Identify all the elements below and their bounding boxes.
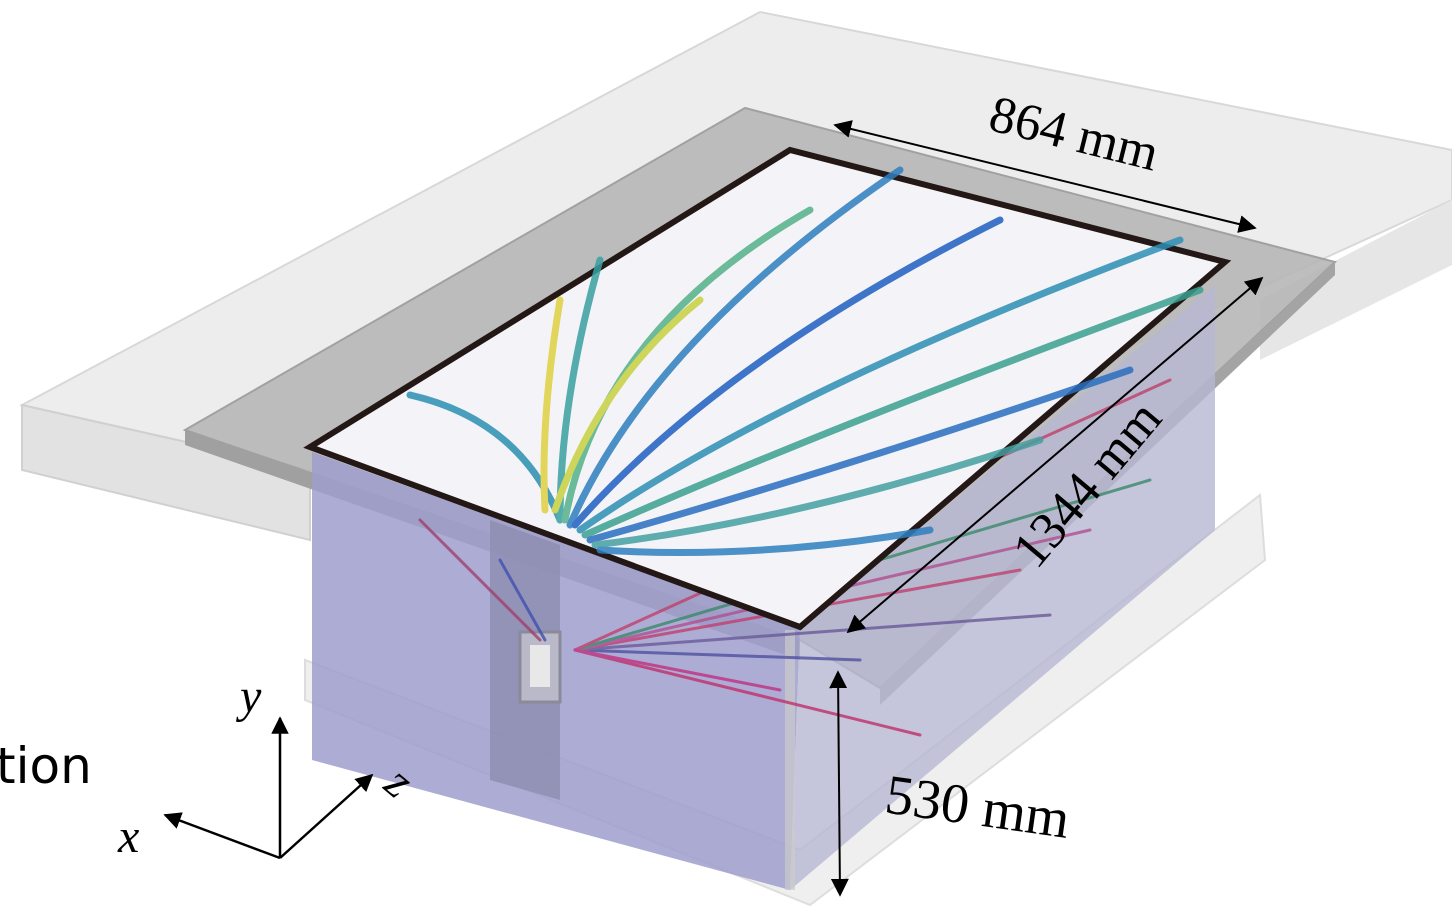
axis-y-label: y	[235, 670, 262, 723]
height-label: 530 mm	[882, 764, 1074, 851]
page: {"dimensions": {"width": "864 mm", "leng…	[0, 0, 1452, 917]
side-text: tion	[0, 737, 92, 795]
detector-diagram: 864 mm 1344 mm 530 mm y x z tion	[0, 0, 1452, 917]
axis-x-label: x	[117, 810, 139, 863]
